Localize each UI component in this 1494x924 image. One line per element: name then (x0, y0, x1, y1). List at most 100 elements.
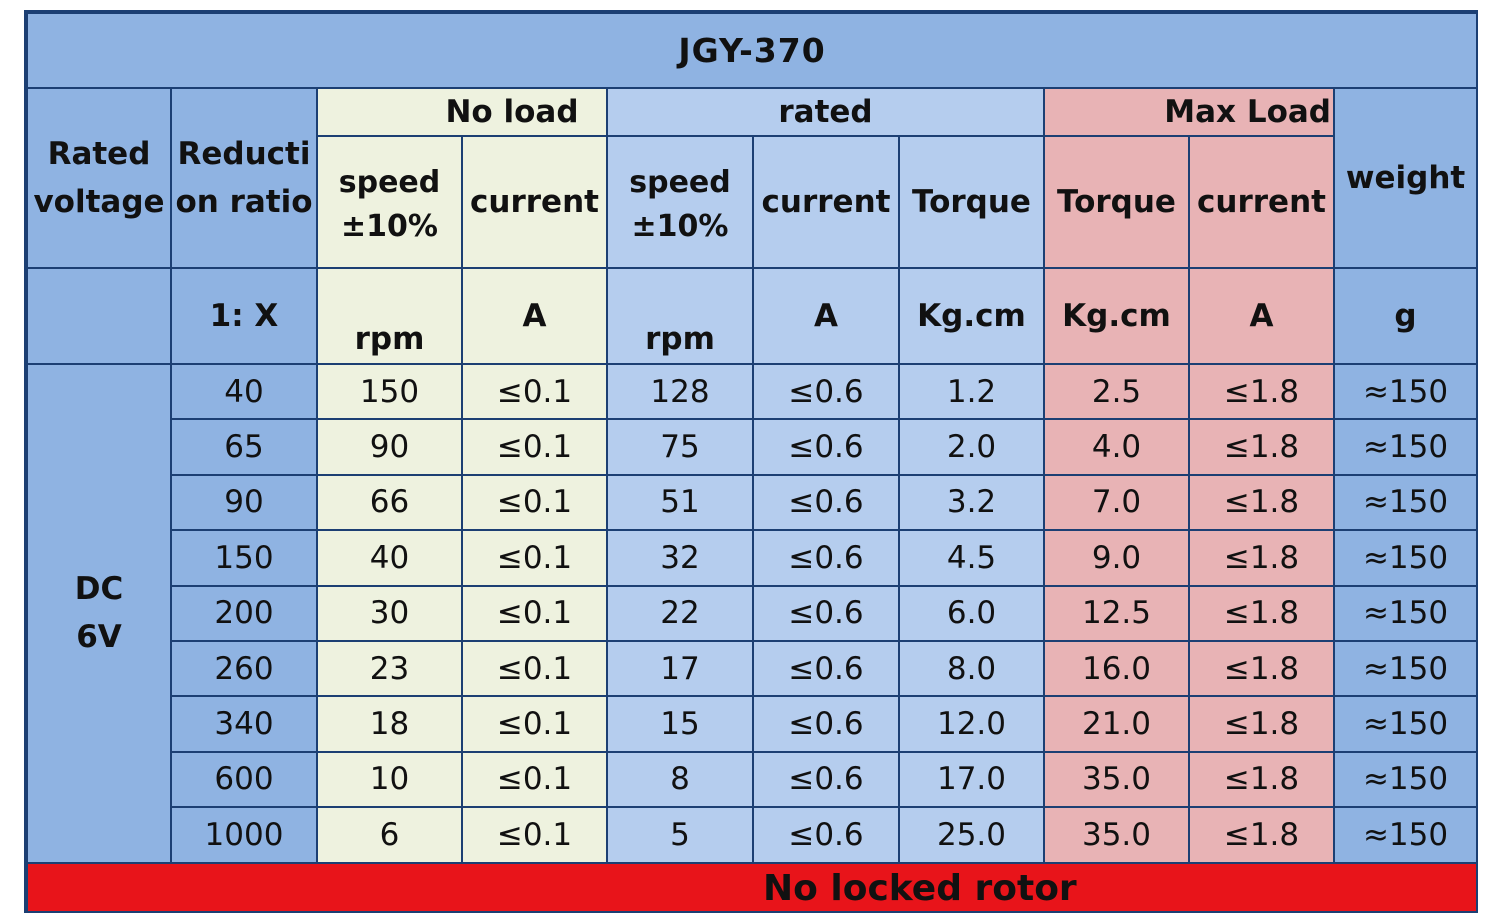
unit-reduction-ratio: 1: X (170, 267, 318, 365)
cell-r-torque: 25.0 (898, 806, 1045, 864)
cell-r-current: ≤0.6 (752, 750, 900, 809)
cell-m-current: ≤1.8 (1188, 750, 1335, 809)
unit-max-torque: Kg.cm (1043, 267, 1190, 365)
table-row: 200 30 ≤0.1 22 ≤0.6 6.0 12.5 ≤1.8 ≈150 (27, 584, 1476, 642)
unit-no-load-speed: rpm (316, 267, 463, 365)
cell-r-current: ≤0.6 (752, 418, 900, 476)
cell-nl-speed: 66 (316, 473, 463, 532)
table-row: 150 40 ≤0.1 32 ≤0.6 4.5 9.0 ≤1.8 ≈150 (27, 529, 1476, 587)
unit-rated-torque: Kg.cm (898, 267, 1045, 365)
header-rated-voltage: Rated voltage (26, 87, 172, 269)
cell-nl-current: ≤0.1 (461, 806, 608, 864)
cell-r-current: ≤0.6 (752, 529, 900, 587)
cell-ratio: 150 (170, 529, 318, 587)
unit-no-load-current: A (461, 267, 608, 365)
cell-m-torque: 35.0 (1043, 806, 1190, 864)
cell-r-torque: 8.0 (898, 639, 1045, 698)
header-max-current: current (1188, 135, 1335, 269)
cell-weight: ≈150 (1332, 473, 1476, 532)
table-row: DC 6V 40 150 ≤0.1 128 ≤0.6 1.2 2.5 ≤1.8 ≈150 (26, 362, 1476, 864)
header-weight: weight (1332, 87, 1476, 269)
table-row: 90 66 ≤0.1 51 ≤0.6 3.2 7.0 ≤1.8 ≈150 (27, 473, 1476, 532)
header-max-torque: Torque (1043, 135, 1190, 269)
cell-nl-current: ≤0.1 (461, 529, 608, 587)
cell-m-torque: 12.5 (1043, 584, 1190, 642)
cell-m-torque: 35.0 (1043, 750, 1190, 809)
cell-ratio: 90 (170, 473, 318, 532)
cell-weight: ≈150 (1332, 584, 1476, 642)
table-title: JGY-370 (26, 12, 1476, 89)
header-rated-speed: speed ±10% (606, 135, 754, 269)
spec-table: JGY-370 Rated voltage Reducti on ratio N… (26, 12, 1476, 911)
header-rated-voltage-line1: Rated (47, 136, 151, 172)
cell-m-current: ≤1.8 (1188, 362, 1335, 421)
header-reduction-ratio-line2: on ratio (175, 184, 313, 220)
cell-nl-current: ≤0.1 (461, 418, 608, 476)
cell-m-torque: 7.0 (1043, 473, 1190, 532)
header-reduction-ratio-line1: Reducti (177, 136, 311, 172)
cell-r-torque: 6.0 (898, 584, 1045, 642)
voltage-line2: 6V (76, 619, 122, 656)
cell-r-current: ≤0.6 (752, 362, 900, 421)
cell-nl-speed: 40 (316, 529, 463, 587)
unit-rated-voltage (26, 267, 172, 365)
cell-r-torque: 2.0 (898, 418, 1045, 476)
cell-ratio: 600 (170, 750, 318, 809)
cell-nl-speed: 30 (316, 584, 463, 642)
cell-weight: ≈150 (1332, 806, 1476, 864)
group-no-load: No load (316, 87, 608, 137)
cell-ratio: 200 (170, 584, 318, 642)
cell-r-current: ≤0.6 (752, 695, 900, 753)
cell-m-torque: 16.0 (1043, 639, 1190, 698)
cell-r-current: ≤0.6 (752, 584, 900, 642)
cell-r-speed: 15 (606, 695, 754, 753)
cell-weight: ≈150 (1332, 639, 1476, 698)
cell-weight: ≈150 (1332, 418, 1476, 476)
header-rated-voltage-line2: voltage (33, 184, 165, 220)
cell-nl-current: ≤0.1 (461, 362, 608, 421)
cell-r-current: ≤0.6 (752, 806, 900, 864)
header-rated-torque: Torque (898, 135, 1045, 269)
cell-m-current: ≤1.8 (1188, 529, 1335, 587)
header-no-load-speed: speed ±10% (316, 135, 463, 269)
cell-nl-speed: 6 (316, 806, 463, 864)
cell-nl-speed: 150 (316, 362, 463, 421)
unit-max-current: A (1188, 267, 1335, 365)
unit-weight: g (1332, 267, 1476, 365)
cell-nl-current: ≤0.1 (461, 750, 608, 809)
cell-nl-speed: 23 (316, 639, 463, 698)
cell-weight: ≈150 (1332, 362, 1476, 421)
cell-r-speed: 32 (606, 529, 754, 587)
cell-ratio: 65 (170, 418, 318, 476)
header-rated-speed-line1: speed (629, 165, 731, 200)
cell-nl-speed: 90 (316, 418, 463, 476)
cell-m-torque: 2.5 (1043, 362, 1190, 421)
cell-weight: ≈150 (1332, 529, 1476, 587)
cell-weight: ≈150 (1332, 750, 1476, 809)
cell-r-torque: 1.2 (898, 362, 1045, 421)
cell-m-current: ≤1.8 (1188, 639, 1335, 698)
cell-nl-current: ≤0.1 (461, 639, 608, 698)
cell-r-speed: 5 (606, 806, 754, 864)
cell-nl-speed: 18 (316, 695, 463, 753)
cell-r-current: ≤0.6 (752, 639, 900, 698)
cell-ratio: 260 (170, 639, 318, 698)
cell-nl-speed: 10 (316, 750, 463, 809)
header-rated-current: current (752, 135, 900, 269)
table-row: 600 10 ≤0.1 8 ≤0.6 17.0 35.0 ≤1.8 ≈150 (27, 750, 1476, 809)
table-row: 340 18 ≤0.1 15 ≤0.6 12.0 21.0 ≤1.8 ≈150 (27, 695, 1476, 753)
cell-r-speed: 22 (606, 584, 754, 642)
cell-nl-current: ≤0.1 (461, 695, 608, 753)
header-reduction-ratio: Reducti on ratio (170, 87, 318, 269)
cell-m-current: ≤1.8 (1188, 418, 1335, 476)
group-max-load: Max Load (1043, 87, 1335, 137)
cell-r-torque: 4.5 (898, 529, 1045, 587)
cell-weight: ≈150 (1332, 695, 1476, 753)
cell-ratio: 1000 (170, 806, 318, 864)
cell-m-torque: 4.0 (1043, 418, 1190, 476)
cell-r-speed: 51 (606, 473, 754, 532)
cell-m-torque: 9.0 (1043, 529, 1190, 587)
cell-m-current: ≤1.8 (1188, 584, 1335, 642)
spec-table-sheet: JGY-370 Rated voltage Reducti on ratio N… (24, 10, 1478, 913)
header-rated-speed-line2: ±10% (631, 209, 729, 244)
